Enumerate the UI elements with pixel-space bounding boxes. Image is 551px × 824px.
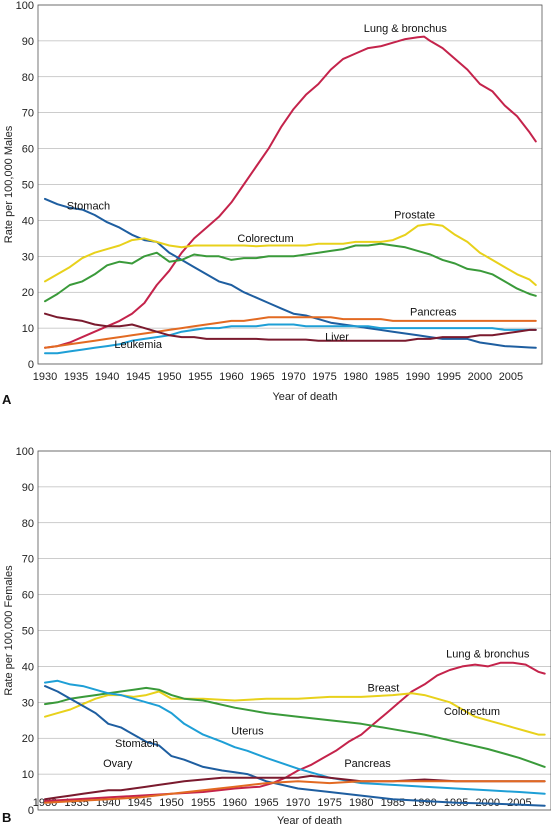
a-x-tick-label: 1990 bbox=[406, 371, 430, 383]
b-plot-frame bbox=[37, 450, 551, 811]
a-x-tick-label: 1965 bbox=[250, 371, 274, 383]
a-series-line-lung-bronchus bbox=[44, 35, 537, 349]
a-y-tick-label: 60 bbox=[22, 144, 34, 156]
b-x-tick-label: 1970 bbox=[286, 797, 310, 809]
a-y-tick-label: 30 bbox=[22, 251, 34, 263]
a-y-tick-label: 80 bbox=[22, 72, 34, 84]
a-plot-frame bbox=[37, 4, 543, 365]
a-y-tick-label: 10 bbox=[22, 323, 34, 335]
a-series-label-lung-bronchus: Lung & bronchus bbox=[364, 23, 448, 35]
a-x-tick-label: 2000 bbox=[468, 371, 492, 383]
a-y-tick-label: 70 bbox=[22, 108, 34, 120]
a-x-tick-label: 1950 bbox=[157, 371, 181, 383]
b-series-label-pancreas: Pancreas bbox=[344, 758, 391, 770]
b-series-label-ovary: Ovary bbox=[103, 758, 133, 770]
a-y-axis-label: Rate per 100,000 Males bbox=[3, 125, 15, 243]
a-x-tick-label: 1930 bbox=[33, 371, 57, 383]
b-series-line-lung-bronchus bbox=[44, 661, 546, 802]
b-y-tick-label: 10 bbox=[22, 769, 34, 781]
a-series-line-liver bbox=[44, 312, 537, 342]
b-series-label-colorectum: Colorectum bbox=[444, 706, 500, 718]
b-x-tick-label: 1980 bbox=[349, 797, 373, 809]
a-y-tick-label: 0 bbox=[28, 359, 34, 371]
a-x-tick-label: 1985 bbox=[374, 371, 398, 383]
panel-a-males: 0 10 20 30 40 50 60 70 80 90 100 1930 1935 1940 1945 19… bbox=[2, 0, 543, 407]
b-y-tick-label: 20 bbox=[22, 733, 34, 745]
a-x-tick-label: 1975 bbox=[312, 371, 336, 383]
b-x-tick-label: 2005 bbox=[507, 797, 531, 809]
b-series-line-stomach bbox=[44, 685, 546, 807]
a-y-tick-label: 100 bbox=[16, 0, 34, 12]
b-y-tick-label: 30 bbox=[22, 697, 34, 709]
b-x-tick-label: 1965 bbox=[254, 797, 278, 809]
b-series-label-uterus: Uterus bbox=[231, 726, 264, 738]
b-y-tick-label: 40 bbox=[22, 661, 34, 673]
b-x-tick-label: 1950 bbox=[159, 797, 183, 809]
b-series-line-uterus bbox=[44, 679, 546, 795]
a-x-tick-label: 1940 bbox=[95, 371, 119, 383]
b-y-tick-label: 80 bbox=[22, 518, 34, 530]
a-panel-label: A bbox=[2, 392, 12, 407]
a-x-tick-label: 1960 bbox=[219, 371, 243, 383]
a-series-label-leukemia: Leukemia bbox=[114, 339, 163, 351]
a-series-line-prostate bbox=[44, 223, 537, 286]
a-x-tick-label: 1995 bbox=[437, 371, 461, 383]
b-y-tick-label: 100 bbox=[16, 446, 34, 458]
a-series-line-stomach bbox=[44, 197, 537, 349]
b-x-axis-label: Year of death bbox=[277, 815, 342, 824]
b-x-tick-label: 1960 bbox=[223, 797, 247, 809]
b-y-tick-label: 90 bbox=[22, 482, 34, 494]
a-series-line-pancreas bbox=[44, 316, 537, 349]
a-x-axis-label: Year of death bbox=[272, 391, 337, 403]
a-y-tick-label: 90 bbox=[22, 36, 34, 48]
a-series-label-pancreas: Pancreas bbox=[410, 307, 457, 319]
a-x-tick-label: 1935 bbox=[64, 371, 88, 383]
a-series-line-colorectum bbox=[44, 242, 537, 303]
b-series-line-colorectum bbox=[44, 686, 546, 768]
b-y-tick-label: 70 bbox=[22, 554, 34, 566]
b-y-tick-label: 60 bbox=[22, 590, 34, 602]
b-series-label-stomach: Stomach bbox=[115, 738, 158, 750]
b-series-label-breast: Breast bbox=[367, 683, 399, 695]
a-x-tick-label: 1980 bbox=[343, 371, 367, 383]
b-x-tick-label: 1945 bbox=[128, 797, 152, 809]
b-x-tick-label: 1955 bbox=[191, 797, 215, 809]
a-series-label-prostate: Prostate bbox=[394, 210, 435, 222]
a-x-tick-label: 1955 bbox=[188, 371, 212, 383]
a-y-tick-label: 50 bbox=[22, 180, 34, 192]
a-series-label-colorectum: Colorectum bbox=[237, 233, 293, 245]
b-x-tick-label: 1990 bbox=[412, 797, 436, 809]
a-x-tick-label: 1945 bbox=[126, 371, 150, 383]
b-y-tick-label: 50 bbox=[22, 626, 34, 638]
a-series-label-liver: Liver bbox=[325, 332, 349, 344]
b-series-line-ovary bbox=[44, 774, 546, 801]
a-y-tick-label: 40 bbox=[22, 215, 34, 227]
b-x-tick-label: 1975 bbox=[317, 797, 341, 809]
a-series-line-leukemia bbox=[44, 323, 537, 355]
b-panel-label: B bbox=[2, 810, 11, 824]
b-y-tick-label: 0 bbox=[28, 805, 34, 817]
a-y-tick-label: 20 bbox=[22, 287, 34, 299]
a-x-tick-label: 1970 bbox=[281, 371, 305, 383]
a-series-label-stomach: Stomach bbox=[67, 201, 110, 213]
b-series-line-pancreas bbox=[44, 780, 546, 804]
b-series-label-lung-bronchus: Lung & bronchus bbox=[446, 648, 530, 660]
b-series-line-breast bbox=[44, 690, 546, 736]
b-y-axis-label: Rate per 100,000 Females bbox=[3, 565, 15, 696]
a-x-tick-label: 2005 bbox=[499, 371, 523, 383]
